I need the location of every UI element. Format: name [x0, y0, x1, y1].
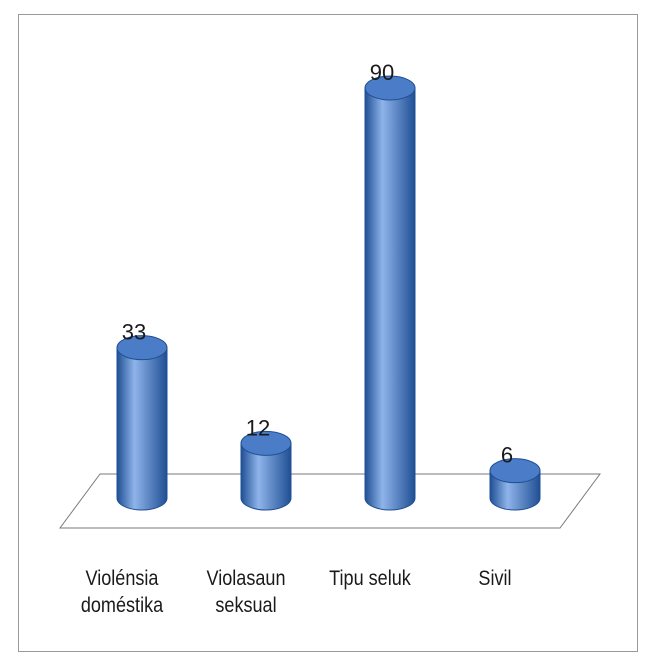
bar-top-cap: [240, 430, 292, 456]
bar-top-cap: [489, 458, 541, 484]
bar-body: [240, 442, 292, 511]
bar-3: [364, 75, 416, 511]
bar-4: [489, 458, 541, 511]
bar-body: [364, 87, 416, 511]
category-label: Violasaun seksual: [206, 567, 286, 617]
data-label: 33: [122, 320, 146, 345]
data-label: 6: [501, 443, 513, 468]
category-label: Violénsia doméstika: [80, 567, 164, 617]
data-label: 12: [246, 415, 270, 440]
bar-body: [116, 347, 168, 511]
data-label: 90: [370, 60, 394, 85]
data-labels: 33 12 90 6: [122, 60, 513, 468]
category-label: Sivil: [478, 567, 512, 590]
category-label: Tipu seluk: [329, 567, 411, 590]
bar-2: [240, 430, 292, 511]
chart-frame: [18, 14, 638, 652]
bar-1: [116, 335, 168, 511]
bar-top-cap: [116, 335, 168, 361]
chart-floor: [59, 473, 601, 529]
bar-series: [116, 75, 541, 511]
bar-top-cap: [364, 75, 416, 101]
